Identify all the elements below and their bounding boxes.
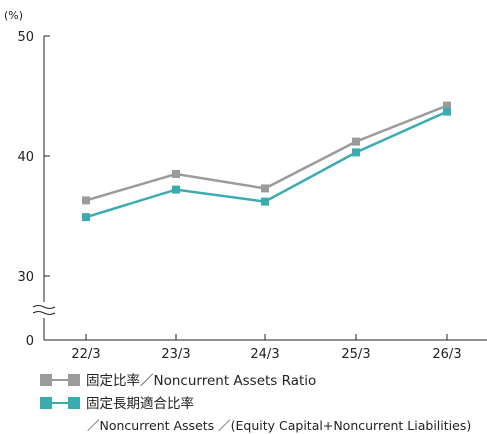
x-tick-label-24-3: 24/3	[250, 347, 279, 360]
series-1-point-2	[261, 197, 269, 206]
y-tick-label-0: 0	[26, 334, 34, 349]
series-1-point-4	[443, 107, 451, 116]
y-unit-label: (%)	[4, 9, 23, 22]
y-tick-label-50: 50	[17, 30, 34, 45]
legend-item-noncurrent-assets-ratio: 固定比率／Noncurrent Assets Ratio	[40, 369, 316, 389]
series-1-point-1	[172, 185, 180, 194]
legend-note: ／Noncurrent Assets ／(Equity Capital+Nonc…	[87, 418, 472, 433]
line-chart: (%) 50 40 30 0 22/3 23/3 24/3 25/3 26/3	[4, 9, 487, 360]
series-0-point-0	[82, 196, 90, 205]
y-tick-label-30: 30	[17, 270, 34, 285]
x-tick-label-25-3: 25/3	[341, 347, 370, 360]
axis-break-mark	[32, 305, 56, 315]
x-tick-label-26-3: 26/3	[432, 347, 461, 360]
legend-label-fixed-long-term-ratio: 固定長期適合比率	[86, 396, 194, 412]
series-1-point-3	[352, 148, 360, 157]
series-1-point-0	[82, 213, 90, 222]
x-tick-label-23-3: 23/3	[161, 347, 190, 360]
series-0-point-1	[172, 170, 180, 178]
legend-swatch-teal	[40, 396, 80, 410]
series-0-point-3	[352, 137, 360, 146]
chart-axes: 50 40 30 0 22/3 23/3 24/3 25/3 26/3	[17, 30, 487, 360]
legend-label-noncurrent-assets-ratio: 固定比率／Noncurrent Assets Ratio	[86, 373, 317, 389]
series-layer	[82, 101, 451, 222]
y-tick-label-40: 40	[17, 150, 34, 165]
series-0-point-4	[443, 101, 451, 110]
x-tick-label-22-3: 22/3	[71, 347, 100, 360]
legend-item-fixed-long-term-ratio: 固定長期適合比率	[40, 392, 194, 412]
legend-swatch-gray	[40, 373, 80, 387]
series-0-point-2	[261, 184, 269, 193]
